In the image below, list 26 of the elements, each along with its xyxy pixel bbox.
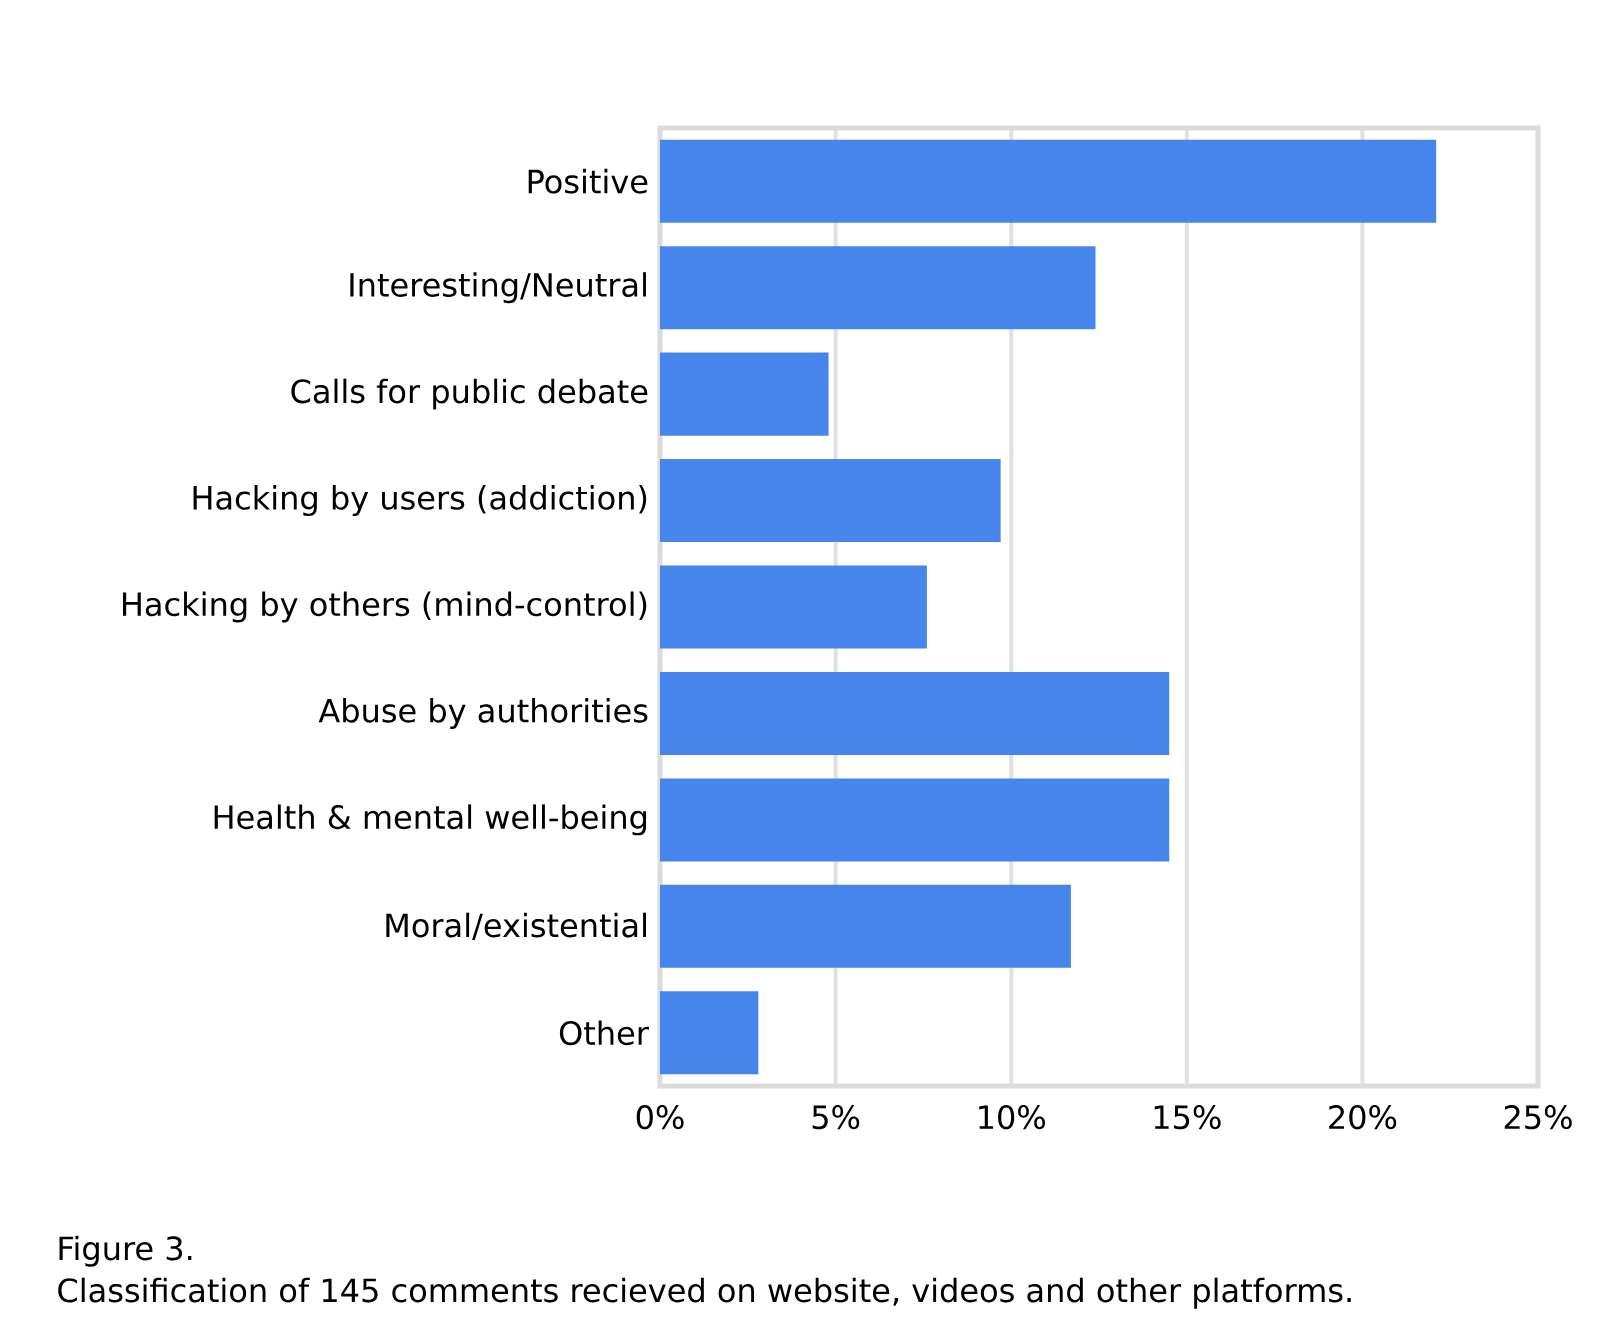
x-tick-label: 5% [812,1105,860,1130]
y-tick-label: Calls for public debate [291,378,648,410]
x-tick-label: 0% [636,1105,684,1130]
bar [660,884,1071,968]
bar [660,671,1170,755]
y-tick-label: Abuse by authorities [318,697,648,729]
y-tick-label: Hacking by users (addiction) [193,485,647,517]
caption: Figure 3. [59,1235,192,1267]
text: Classification of 145 comments recieved on website, videos and other platforms. [58,1277,1351,1309]
y-tick-label: Other [559,1020,649,1046]
bar [660,246,1096,330]
bar [660,459,1001,543]
y-tick-label: Positive [528,168,648,194]
y-tick-label: Hacking by others (mind-control) [123,591,647,623]
bar [660,565,927,649]
y-tick-label: Interesting/Neutral [350,272,646,304]
x-tick-label: 15% [1154,1105,1221,1130]
x-tick-label: 20% [1329,1105,1397,1130]
y-tick-label: Moral/existential [386,912,646,940]
x-tick-label: 25% [1504,1105,1572,1130]
bar [660,991,759,1075]
x-tick-label: 10% [979,1105,1045,1130]
y-tick-label: Health & mental well-being [214,804,647,836]
bar [660,139,1437,223]
bar [660,778,1170,862]
bar [660,352,829,436]
